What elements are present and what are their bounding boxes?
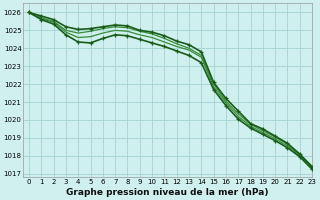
- X-axis label: Graphe pression niveau de la mer (hPa): Graphe pression niveau de la mer (hPa): [66, 188, 269, 197]
